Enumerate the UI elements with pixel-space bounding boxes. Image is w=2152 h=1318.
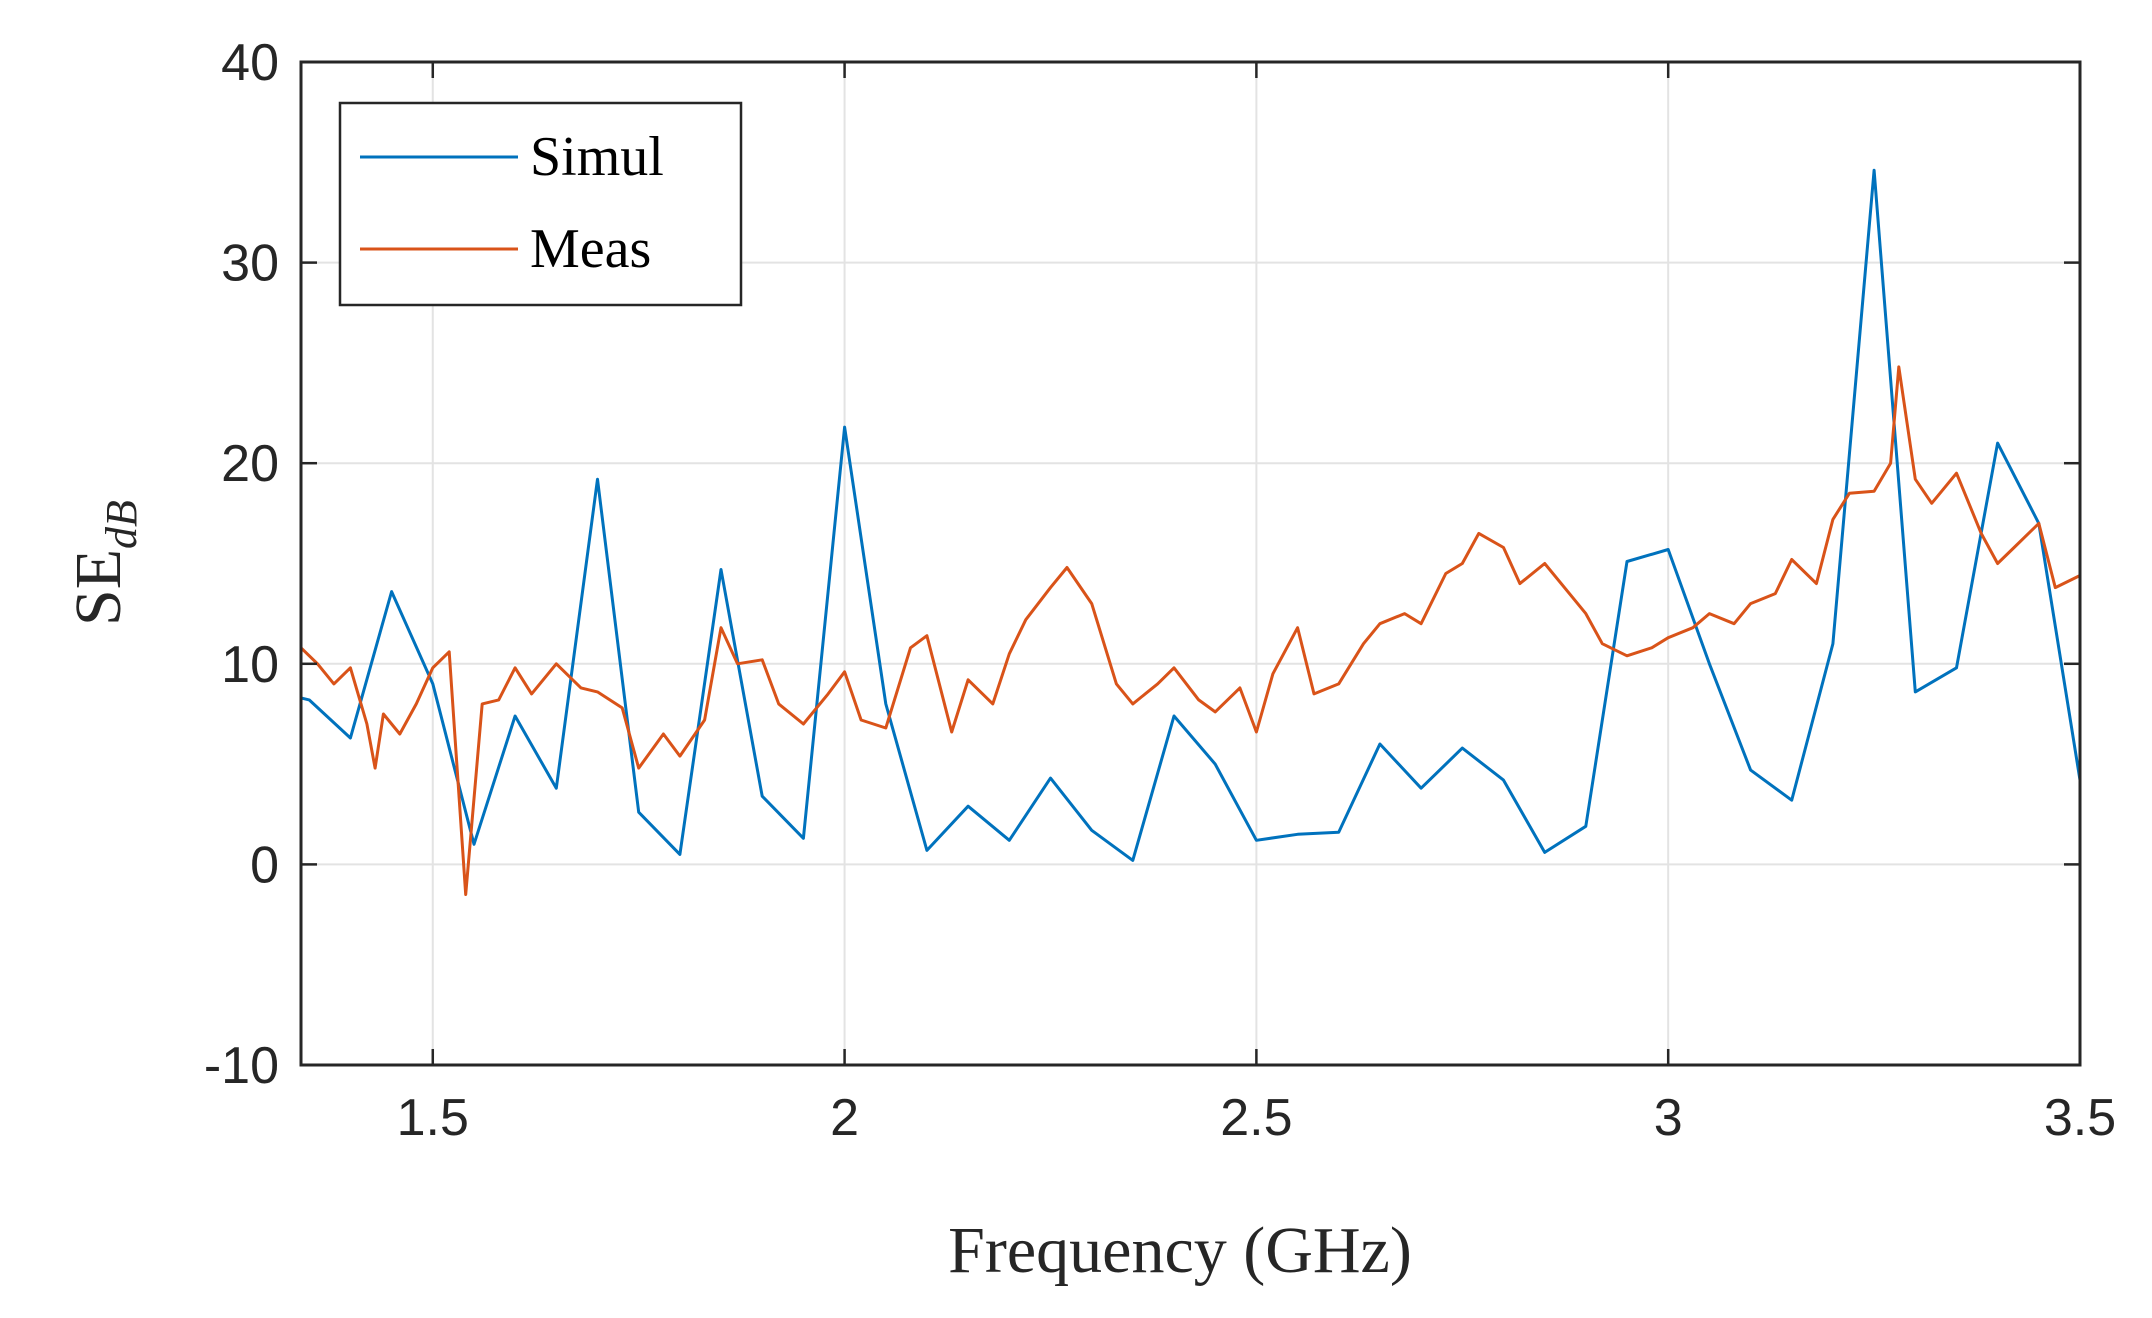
legend-label-simul: Simul xyxy=(530,126,664,188)
tick-labels: 1.5 2 2.5 3 3.5 -10 0 10 20 30 40 xyxy=(204,34,2116,1147)
y-tick-label: 10 xyxy=(221,636,279,694)
y-axis-label-main: SE xyxy=(62,549,135,626)
series-line-simul xyxy=(300,168,2082,862)
y-tick-label: 20 xyxy=(221,435,279,493)
y-tick-label: 40 xyxy=(221,34,279,92)
y-tick-label: 30 xyxy=(221,235,279,293)
legend-box xyxy=(338,101,743,307)
x-axis-label: Frequency (GHz) xyxy=(948,1214,1412,1287)
plot-box xyxy=(299,60,2082,1067)
x-tick-label: 2.5 xyxy=(1220,1089,1292,1147)
legend: Simul Meas xyxy=(338,101,743,307)
y-tick-label: 0 xyxy=(250,836,279,894)
legend-label-meas: Meas xyxy=(530,218,651,280)
x-tick-label: 1.5 xyxy=(397,1089,469,1147)
x-tick-label: 3 xyxy=(1654,1089,1683,1147)
ticks xyxy=(301,60,2082,1067)
series-line-meas xyxy=(299,365,2081,896)
x-tick-label: 2 xyxy=(830,1089,859,1147)
y-tick-label: -10 xyxy=(204,1037,279,1095)
y-axis-label-subscript: dB xyxy=(97,500,146,549)
y-axis-label: SEdB xyxy=(62,500,146,626)
series-layer xyxy=(299,168,2082,896)
x-tick-label: 3.5 xyxy=(2044,1089,2116,1147)
